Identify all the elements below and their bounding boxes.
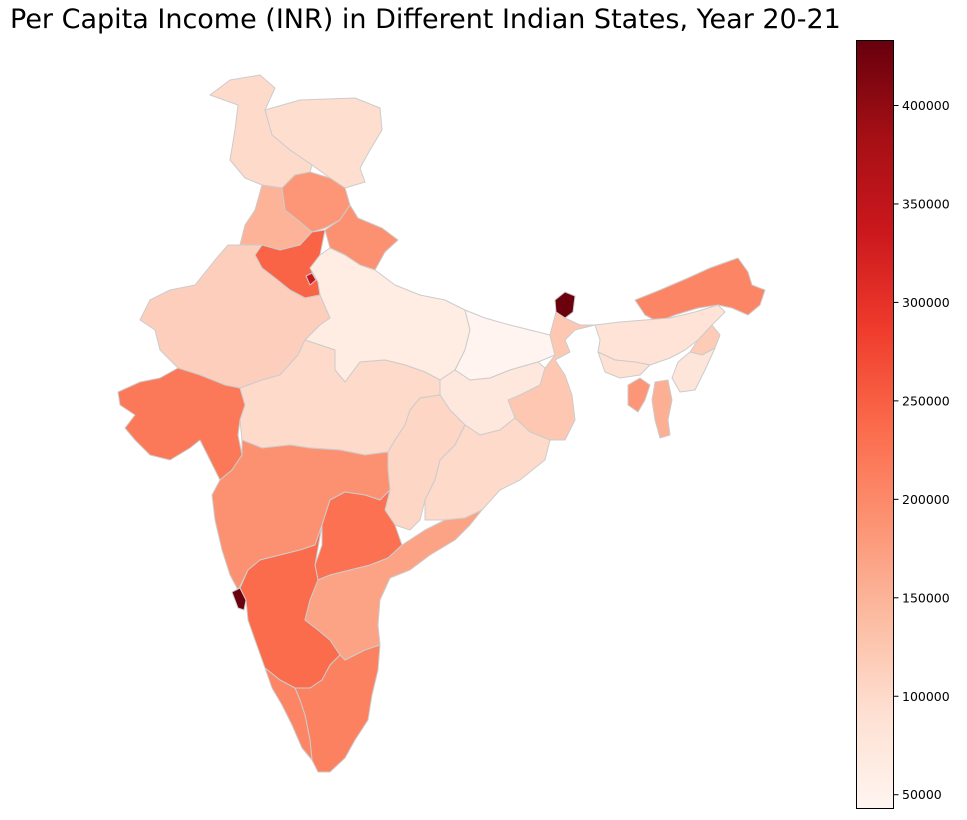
colorbar-tick-label: 250000 xyxy=(902,393,950,408)
colorbar-tick-label: 50000 xyxy=(902,787,942,802)
colorbar-tick-label: 400000 xyxy=(902,98,950,113)
page-title: Per Capita Income (INR) in Different Ind… xyxy=(10,4,841,35)
colorbar-gradient xyxy=(856,40,894,809)
colorbar-tick-label: 150000 xyxy=(902,590,950,605)
region-delhi xyxy=(305,272,317,286)
colorbar: 50000 100000 150000 200000 250000 300000 35000… xyxy=(856,40,967,819)
region-arunachal-pradesh xyxy=(634,257,766,323)
colorbar-tick-label: 350000 xyxy=(902,196,950,211)
region-meghalaya xyxy=(597,351,651,379)
region-manipur xyxy=(671,347,716,393)
region-andhra-pradesh xyxy=(304,509,483,661)
region-mizoram xyxy=(651,379,673,439)
region-kerala xyxy=(264,667,313,761)
india-choropleth-map xyxy=(117,74,766,773)
region-gujarat xyxy=(117,367,246,481)
colorbar-tick-label: 200000 xyxy=(902,492,950,507)
region-tripura xyxy=(627,377,651,413)
colorbar-tick-label: 100000 xyxy=(902,689,950,704)
region-odisha xyxy=(424,417,551,521)
colorbar-tick-label: 300000 xyxy=(902,295,950,310)
